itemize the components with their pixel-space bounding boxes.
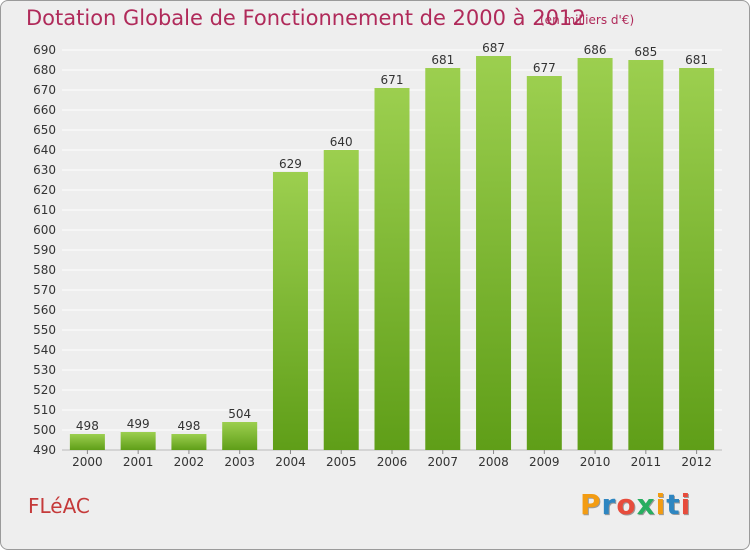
logo-letter: r	[601, 488, 617, 521]
bar[interactable]	[272, 172, 308, 450]
y-tick-label: 500	[33, 423, 56, 437]
y-tick-label: 690	[33, 43, 56, 57]
x-tick-label: 2008	[478, 455, 509, 469]
bar-value-label: 681	[431, 53, 454, 67]
logo-letter: o	[616, 488, 637, 521]
bar[interactable]	[69, 434, 105, 450]
y-axis-ticks: 490 500 510 520 530 540 550 560 570 580 590 600 610 6…	[33, 43, 56, 457]
bar-value-label: 677	[533, 61, 556, 75]
y-tick-label: 640	[33, 143, 56, 157]
y-tick-label: 660	[33, 103, 56, 117]
x-tick-label: 2003	[224, 455, 255, 469]
y-tick-label: 590	[33, 243, 56, 257]
bar-value-label: 687	[482, 41, 505, 55]
x-tick-label: 2002	[174, 455, 205, 469]
bar[interactable]	[374, 88, 410, 450]
logo-letter: x	[636, 488, 656, 521]
y-tick-label: 540	[33, 343, 56, 357]
x-tick-label: 2004	[275, 455, 306, 469]
bar-value-label: 498	[177, 419, 200, 433]
bar[interactable]	[222, 422, 258, 450]
chart-title: Dotation Globale de Fonctionnement de 20…	[26, 6, 586, 30]
y-tick-label: 620	[33, 183, 56, 197]
bar-value-label: 504	[228, 407, 251, 421]
y-tick-label: 550	[33, 323, 56, 337]
x-tick-label: 2007	[427, 455, 458, 469]
x-tick-label: 2005	[326, 455, 357, 469]
x-tick-label: 2012	[681, 455, 712, 469]
y-tick-label: 610	[33, 203, 56, 217]
x-tick-label: 2011	[631, 455, 662, 469]
bar-value-label: 629	[279, 157, 302, 171]
x-tick-label: 2000	[72, 455, 103, 469]
x-tick-label: 2009	[529, 455, 560, 469]
x-tick-label: 2010	[580, 455, 611, 469]
bar-value-label: 640	[330, 135, 353, 149]
y-tick-label: 600	[33, 223, 56, 237]
y-tick-label: 650	[33, 123, 56, 137]
logo-letter: i	[680, 488, 692, 521]
y-tick-label: 530	[33, 363, 56, 377]
y-tick-label: 670	[33, 83, 56, 97]
x-axis-ticks: 2000 2001 2002 2003 2004 2005 2006 2007 2008 2009…	[72, 450, 712, 469]
unit-note: (en milliers d'€)	[540, 13, 635, 27]
bar[interactable]	[526, 76, 562, 450]
bar-value-label: 681	[685, 53, 708, 67]
y-tick-label: 630	[33, 163, 56, 177]
bar[interactable]	[628, 60, 664, 450]
logo-letter: i	[655, 488, 667, 521]
bar[interactable]	[323, 150, 359, 450]
bar-value-label: 685	[634, 45, 657, 59]
bars: 498 499 498 504 629 640 671 681 687 677 686 685 681	[69, 41, 715, 450]
bar-value-label: 498	[76, 419, 99, 433]
bar[interactable]	[679, 68, 715, 450]
x-tick-label: 2006	[377, 455, 408, 469]
bar[interactable]	[577, 58, 613, 450]
bar[interactable]	[476, 56, 512, 450]
y-tick-label: 560	[33, 303, 56, 317]
commune-name: FLéAC	[28, 494, 90, 518]
y-tick-label: 580	[33, 263, 56, 277]
x-tick-label: 2001	[123, 455, 154, 469]
y-tick-label: 520	[33, 383, 56, 397]
proxiti-logo[interactable]: Proxiti	[580, 488, 691, 521]
bar-value-label: 671	[381, 73, 404, 87]
bar[interactable]	[425, 68, 461, 450]
y-tick-label: 570	[33, 283, 56, 297]
y-tick-label: 510	[33, 403, 56, 417]
logo-letter: t	[666, 488, 681, 521]
bar-value-label: 686	[584, 43, 607, 57]
bar[interactable]	[171, 434, 207, 450]
bar-value-label: 499	[127, 417, 150, 431]
bar[interactable]	[120, 432, 156, 450]
logo-letter: P	[580, 488, 602, 521]
y-tick-label: 490	[33, 443, 56, 457]
y-tick-label: 680	[33, 63, 56, 77]
